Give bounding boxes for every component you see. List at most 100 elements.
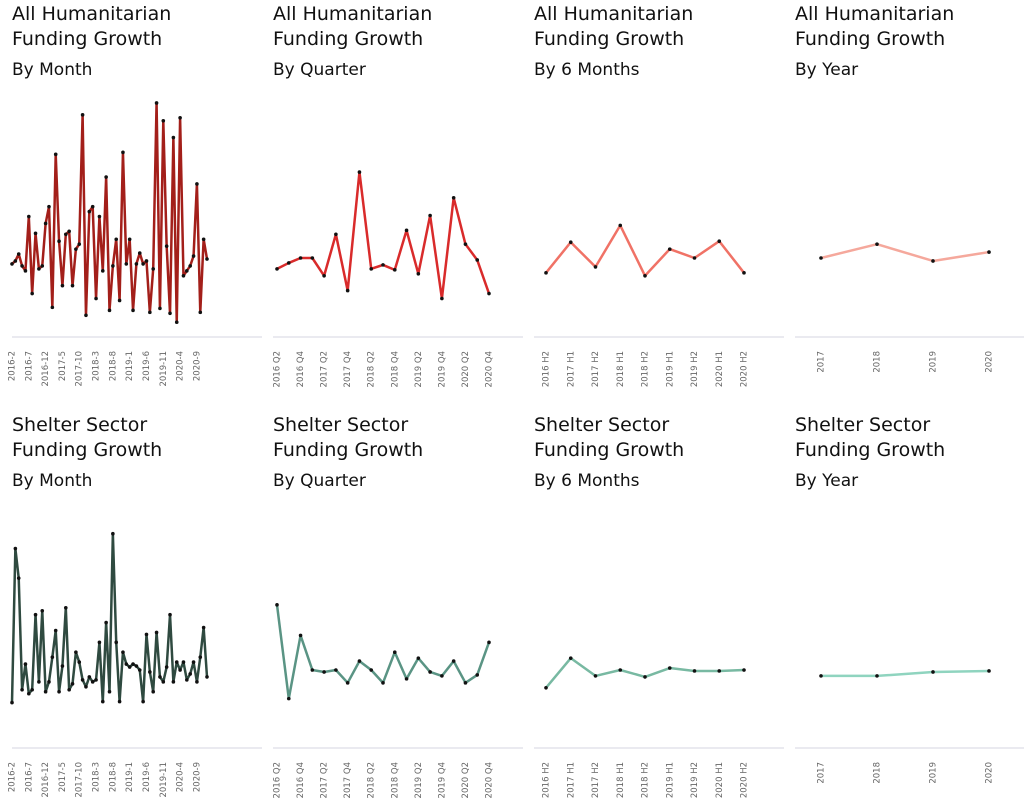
- data-point: [392, 650, 397, 655]
- x-tick-label: 2020 H2: [740, 351, 750, 387]
- x-tick-label: 2018: [873, 351, 883, 373]
- data-point: [84, 684, 88, 689]
- data-line: [545, 656, 745, 689]
- data-point: [151, 689, 156, 694]
- x-tick-label: 2017 Q4: [343, 762, 353, 798]
- data-point: [37, 267, 41, 271]
- data-point: [84, 313, 88, 318]
- chart: 2016 Q2 2016 Q4 2017 Q2 2017 Q4 2018 Q2 2018 …: [273, 170, 523, 387]
- x-tick-label: 2016 Q4: [296, 762, 306, 798]
- data-point: [13, 546, 18, 551]
- x-tick-label: 2016 H2: [542, 762, 552, 798]
- x-tick-label: 2018 Q4: [390, 762, 400, 798]
- data-point: [568, 240, 573, 244]
- chart-title: All Humanitarian Funding Growth: [795, 3, 955, 50]
- data-point: [117, 699, 122, 704]
- x-tick-label: 2020: [985, 351, 995, 373]
- data-point: [428, 213, 432, 218]
- x-tick-label: 2019-11: [159, 351, 169, 387]
- chart-panel: Shelter Sector Funding Growth By 6 Months…: [534, 411, 795, 811]
- chart-panel: All Humanitarian Funding Growth By 6 Mont…: [534, 0, 795, 400]
- data-point: [286, 696, 291, 701]
- x-tick-label: 2020: [985, 762, 995, 784]
- x-tick-label: 2019 H1: [665, 351, 675, 387]
- data-line: [820, 242, 990, 263]
- data-point: [618, 223, 623, 228]
- data-point: [134, 664, 139, 668]
- data-point: [94, 296, 98, 301]
- x-tick-label: 2018 H2: [641, 351, 651, 387]
- data-point: [27, 214, 31, 219]
- data-point: [87, 675, 92, 679]
- data-point: [127, 237, 132, 242]
- x-tick-label: 2018 Q4: [390, 351, 400, 387]
- data-point: [144, 259, 149, 263]
- data-point: [416, 656, 421, 660]
- x-tick-label: 2020 Q4: [485, 762, 495, 798]
- data-point: [195, 182, 199, 186]
- data-point: [60, 664, 65, 668]
- data-point: [717, 669, 722, 673]
- x-tick-label: 2019-6: [142, 762, 152, 792]
- x-tick-label: 2016-2: [8, 762, 18, 792]
- data-point: [111, 264, 115, 268]
- x-tick-label: 2018 H1: [616, 351, 626, 387]
- data-point: [987, 669, 991, 673]
- data-point: [692, 256, 697, 260]
- data-point: [164, 665, 169, 669]
- data-point: [20, 687, 24, 692]
- chart-title: All Humanitarian Funding Growth: [12, 3, 172, 50]
- data-point: [181, 660, 186, 664]
- x-tick-label: 2018 Q2: [367, 351, 377, 387]
- data-point: [643, 675, 647, 679]
- x-tick-label: 2019-6: [142, 351, 152, 381]
- data-point: [47, 680, 51, 684]
- data-point: [154, 630, 159, 635]
- data-point: [141, 699, 145, 704]
- data-point: [322, 273, 326, 278]
- data-point: [10, 262, 14, 266]
- x-tick-label: 2017 Q4: [343, 351, 353, 387]
- x-tick-label: 2017-10: [75, 351, 85, 387]
- x-tick-label: 2017 Q2: [320, 762, 330, 798]
- data-point: [440, 674, 444, 678]
- data-point: [742, 271, 746, 275]
- data-point: [198, 655, 203, 659]
- data-point: [16, 252, 21, 256]
- chart-panel: Shelter Sector Funding Growth By Year 2017…: [795, 411, 1024, 811]
- data-point: [298, 633, 303, 638]
- data-point: [27, 691, 31, 696]
- data-point: [369, 267, 374, 271]
- data-point: [451, 659, 456, 663]
- data-point: [60, 283, 65, 288]
- data-point: [931, 670, 935, 674]
- data-point: [875, 674, 879, 678]
- data-point: [148, 670, 152, 674]
- data-line: [545, 224, 745, 278]
- data-point: [148, 310, 152, 315]
- chart-subtitle: By Year: [795, 60, 859, 80]
- data-point: [475, 673, 480, 677]
- data-point: [114, 640, 119, 645]
- chart: 2016 H2 2017 H1 2017 H2 2018 H1 2018 H2 2019 …: [534, 223, 784, 387]
- x-tick-label: 2019 Q2: [414, 762, 424, 798]
- data-point: [568, 656, 573, 660]
- data-point: [164, 244, 169, 248]
- x-tick-label: 2019 Q4: [437, 762, 447, 798]
- data-point: [369, 668, 374, 672]
- data-point: [168, 612, 172, 617]
- data-point: [43, 221, 48, 226]
- data-point: [151, 267, 156, 271]
- data-point: [404, 228, 409, 233]
- data-point: [23, 269, 28, 273]
- data-point: [131, 662, 135, 666]
- data-point: [195, 680, 199, 684]
- x-tick-label: 2020 H1: [715, 762, 725, 798]
- x-tick-label: 2017 H2: [591, 762, 601, 798]
- data-point: [742, 668, 746, 672]
- x-tick-label: 2020 Q2: [461, 351, 471, 387]
- data-point: [43, 689, 48, 694]
- data-point: [137, 251, 142, 255]
- x-tick-label: 2019: [929, 762, 939, 784]
